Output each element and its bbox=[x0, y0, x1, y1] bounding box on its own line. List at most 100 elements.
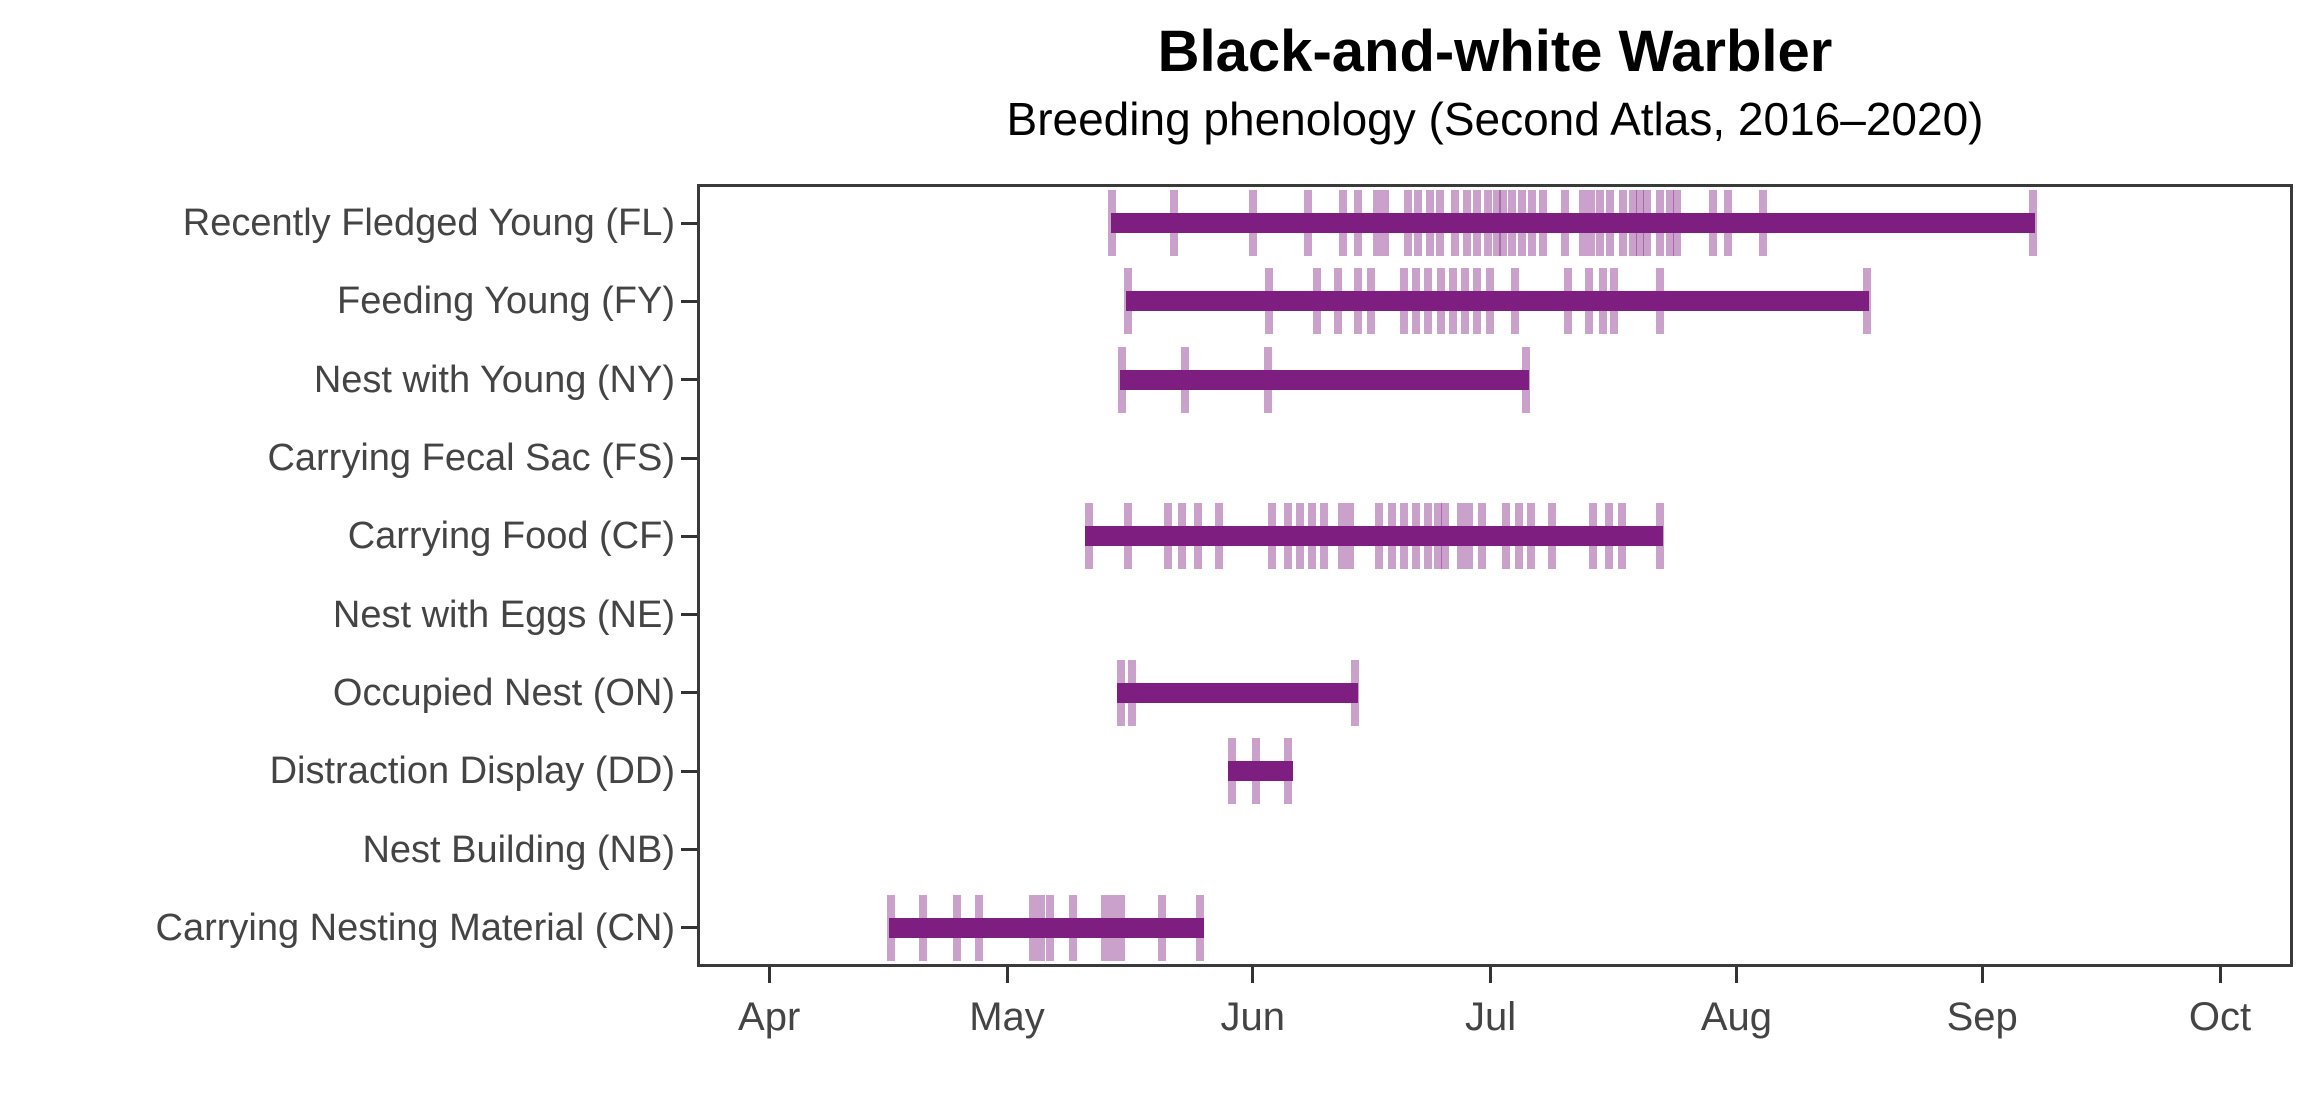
observation-tick-CN bbox=[1117, 894, 1126, 961]
observation-tick-CN bbox=[1029, 894, 1038, 961]
x-tick-label-apr: Apr bbox=[738, 995, 801, 1039]
observation-tick-FL bbox=[1636, 190, 1645, 257]
observation-tick-FY bbox=[1511, 268, 1520, 335]
observation-tick-FL bbox=[1665, 190, 1674, 257]
x-tick-label-oct: Oct bbox=[2188, 995, 2252, 1039]
observation-tick-FY bbox=[1564, 268, 1573, 335]
x-axis-tick-May bbox=[1005, 967, 1009, 983]
observation-tick-CN bbox=[953, 894, 962, 961]
observation-tick-CF bbox=[1284, 503, 1293, 570]
range-bar-FY bbox=[1125, 291, 1869, 312]
observation-tick-FY bbox=[1473, 268, 1482, 335]
observation-tick-CF bbox=[1656, 503, 1665, 570]
observation-tick-FL bbox=[1248, 190, 1257, 257]
observation-tick-NY bbox=[1117, 346, 1126, 413]
observation-tick-FL bbox=[2028, 190, 2037, 257]
y-axis-label-NE: Nest with Eggs (NE) bbox=[332, 593, 675, 636]
observation-tick-CN bbox=[1109, 894, 1118, 961]
observation-tick-CF bbox=[1374, 503, 1383, 570]
y-axis-tick-FY bbox=[681, 299, 697, 303]
x-axis-tick-Oct bbox=[2218, 967, 2222, 983]
observation-tick-FL bbox=[1527, 190, 1536, 257]
observation-tick-FL bbox=[1759, 190, 1768, 257]
observation-tick-FY bbox=[1264, 268, 1273, 335]
x-axis-tick-Apr bbox=[767, 967, 771, 983]
y-axis-tick-NE bbox=[681, 613, 697, 617]
observation-tick-CN bbox=[1101, 894, 1110, 961]
observation-tick-NY bbox=[1263, 346, 1272, 413]
observation-tick-CF bbox=[1604, 503, 1613, 570]
range-bar-FL bbox=[1110, 213, 2035, 234]
observation-tick-FL bbox=[1629, 190, 1638, 257]
observation-tick-FL bbox=[1450, 190, 1459, 257]
observation-tick-FY bbox=[1449, 268, 1458, 335]
observation-tick-CN bbox=[887, 894, 896, 961]
y-axis-label-CF: Carrying Food (CF) bbox=[347, 515, 675, 558]
observation-tick-ON bbox=[1351, 659, 1360, 726]
x-axis-tick-Jul bbox=[1489, 967, 1493, 983]
observation-tick-CF bbox=[1618, 503, 1627, 570]
x-axis-tick-Aug bbox=[1734, 967, 1738, 983]
observation-tick-FL bbox=[1606, 190, 1615, 257]
observation-tick-FL bbox=[1499, 190, 1508, 257]
observation-tick-FL bbox=[1414, 190, 1423, 257]
observation-tick-CF bbox=[1465, 503, 1474, 570]
observation-tick-FY bbox=[1609, 268, 1618, 335]
range-bar-DD bbox=[1228, 761, 1294, 782]
observation-tick-CF bbox=[1387, 503, 1396, 570]
observation-tick-FL bbox=[1709, 190, 1718, 257]
observation-tick-CF bbox=[1441, 503, 1450, 570]
observation-tick-FL bbox=[1586, 190, 1595, 257]
observation-tick-DD bbox=[1284, 738, 1293, 805]
observation-tick-FL bbox=[1435, 190, 1444, 257]
observation-tick-FL bbox=[1108, 190, 1117, 257]
observation-tick-FL bbox=[1642, 190, 1651, 257]
observation-tick-CF bbox=[1588, 503, 1597, 570]
observation-tick-CF bbox=[1527, 503, 1536, 570]
observation-tick-FY bbox=[1863, 268, 1872, 335]
y-axis-label-FY: Feeding Young (FY) bbox=[336, 280, 675, 323]
observation-tick-CF bbox=[1424, 503, 1432, 570]
plot-panel bbox=[697, 184, 2293, 967]
observation-tick-CN bbox=[918, 894, 927, 961]
y-axis-tick-FS bbox=[681, 456, 697, 460]
observation-tick-FY bbox=[1400, 268, 1409, 335]
observation-tick-FY bbox=[1313, 268, 1321, 335]
observation-tick-FY bbox=[1485, 268, 1494, 335]
x-tick-label-sep: Sep bbox=[1946, 995, 2018, 1039]
observation-tick-FY bbox=[1584, 268, 1593, 335]
observation-tick-DD bbox=[1251, 738, 1260, 805]
observation-tick-FY bbox=[1461, 268, 1470, 335]
observation-tick-FL bbox=[1492, 190, 1501, 257]
observation-tick-FL bbox=[1518, 190, 1527, 257]
y-axis-tick-ON bbox=[681, 691, 697, 695]
observation-tick-FY bbox=[1656, 268, 1665, 335]
observation-tick-FY bbox=[1424, 268, 1432, 335]
observation-tick-CF bbox=[1457, 503, 1466, 570]
y-axis-label-FL: Recently Fledged Young (FL) bbox=[182, 202, 675, 245]
observation-tick-CN bbox=[1158, 894, 1167, 961]
observation-tick-FL bbox=[1426, 190, 1435, 257]
y-axis-tick-NY bbox=[681, 378, 697, 382]
observation-tick-CF bbox=[1477, 503, 1486, 570]
range-bar-NY bbox=[1119, 369, 1529, 390]
observation-tick-FL bbox=[1354, 190, 1363, 257]
observation-tick-FL bbox=[1724, 190, 1733, 257]
observation-tick-FL bbox=[1538, 190, 1547, 257]
y-axis-tick-CF bbox=[681, 534, 697, 538]
observation-tick-FL bbox=[1579, 190, 1588, 257]
range-bar-ON bbox=[1117, 682, 1359, 703]
observation-tick-FL bbox=[1373, 190, 1382, 257]
observation-tick-CF bbox=[1308, 503, 1317, 570]
observation-tick-ON bbox=[1117, 659, 1126, 726]
observation-tick-CN bbox=[1068, 894, 1077, 961]
range-bar-CN bbox=[888, 917, 1204, 938]
observation-tick-FL bbox=[1462, 190, 1471, 257]
observation-tick-CF bbox=[1163, 503, 1172, 570]
observation-tick-CN bbox=[975, 894, 984, 961]
observation-tick-CF bbox=[1296, 503, 1305, 570]
y-axis-label-NB: Nest Building (NB) bbox=[362, 828, 675, 871]
observation-tick-FY bbox=[1599, 268, 1608, 335]
observation-tick-FY bbox=[1334, 268, 1343, 335]
